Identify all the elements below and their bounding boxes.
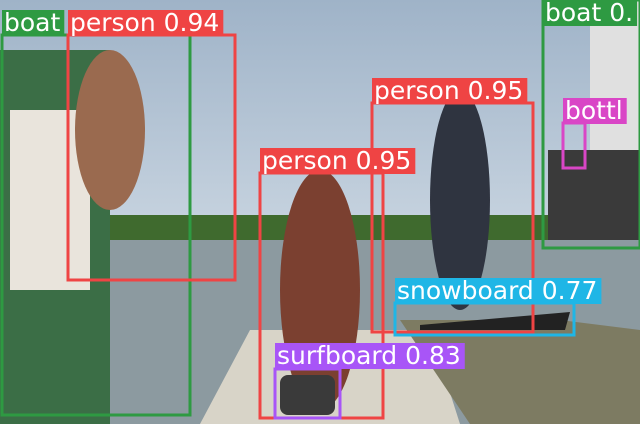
label-background bbox=[68, 10, 224, 36]
surfboard bbox=[280, 375, 335, 415]
label-background bbox=[543, 0, 638, 26]
detection-label: person 0.95 bbox=[262, 146, 411, 175]
label-background bbox=[372, 78, 528, 104]
detection-label: boat bbox=[4, 8, 60, 37]
person-figure bbox=[75, 50, 145, 210]
label-background bbox=[395, 278, 602, 304]
label-background bbox=[563, 98, 627, 124]
person-figure bbox=[430, 90, 490, 310]
detection-box bbox=[541, 0, 640, 250]
label-background bbox=[260, 148, 416, 174]
detection-label: person 0.95 bbox=[374, 76, 523, 105]
detection-label: bottl bbox=[565, 96, 623, 125]
label-background bbox=[275, 343, 465, 369]
detection-label: snowboard 0.77 bbox=[397, 276, 597, 305]
detection-label: boat 0. bbox=[545, 0, 633, 27]
detection-label: surfboard 0.83 bbox=[277, 341, 461, 370]
detection-label: person 0.94 bbox=[70, 8, 219, 37]
person-figure bbox=[280, 170, 360, 410]
label-background bbox=[2, 10, 65, 36]
